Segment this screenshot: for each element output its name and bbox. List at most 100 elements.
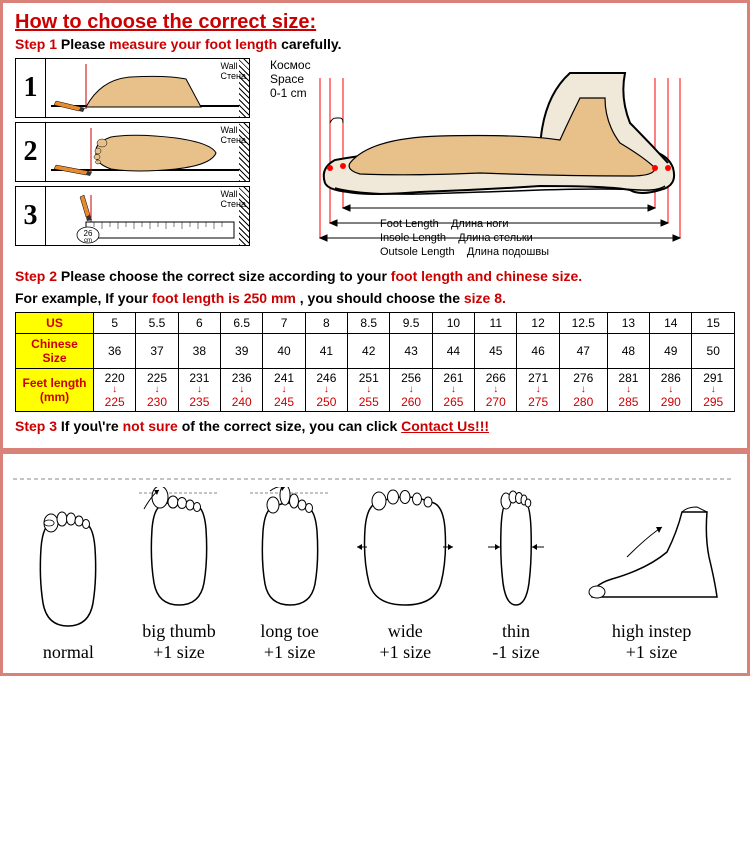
- feet-cell: 241↓245: [263, 369, 305, 412]
- shoe-diagram: Космос Space 0-1 cm: [260, 58, 735, 258]
- insole-length-ru: Длина стельки: [458, 232, 533, 244]
- us-cell: 12: [517, 313, 559, 334]
- cn-cell: 38: [178, 334, 220, 369]
- foot-type-label: normal: [23, 642, 113, 663]
- step1-text-c: carefully.: [277, 36, 341, 52]
- cn-cell: 46: [517, 334, 559, 369]
- foot-types-panel: normalbig thumb+1 sizelong toe+1 sizewid…: [0, 451, 750, 676]
- ruler-unit: cm: [84, 238, 92, 244]
- foot-type-item: thin-1 size: [476, 487, 556, 663]
- us-cell: 9.5: [390, 313, 432, 334]
- size-guide-panel: How to choose the correct size: Step 1 P…: [0, 0, 750, 451]
- foot-type-adj: -1 size: [476, 642, 556, 663]
- step1-text-b: measure your foot length: [109, 36, 277, 52]
- foot-type-label: thin: [476, 621, 556, 642]
- row-header-us: US: [16, 313, 94, 334]
- us-cell: 5: [94, 313, 136, 334]
- foot-top-icon: [46, 123, 241, 182]
- feet-cell: 261↓265: [432, 369, 474, 412]
- step3-text-c: of the correct size, you can click: [178, 418, 401, 434]
- us-cell: 15: [692, 313, 735, 334]
- step2-text-b: foot length and chinese size.: [391, 268, 582, 284]
- foot-type-adj: +1 size: [355, 642, 455, 663]
- foot-type-label: wide: [355, 621, 455, 642]
- feet-cell: 281↓285: [607, 369, 649, 412]
- us-cell: 6.5: [221, 313, 263, 334]
- cn-cell: 50: [692, 334, 735, 369]
- row-header-feet: Feet length (mm): [16, 369, 94, 412]
- cn-cell: 49: [650, 334, 692, 369]
- foot-length-en: Foot Length: [380, 218, 439, 230]
- foot-type-item: high instep+1 size: [577, 497, 727, 663]
- cn-cell: 43: [390, 334, 432, 369]
- main-title: How to choose the correct size:: [15, 11, 735, 34]
- diagram-row: 1 Wall Стена 2: [15, 58, 735, 258]
- feet-cell: 276↓280: [559, 369, 607, 412]
- insole-length-en: Insole Length: [380, 232, 446, 244]
- step-number: 1: [16, 59, 46, 117]
- cn-cell: 42: [348, 334, 390, 369]
- us-cell: 8: [305, 313, 347, 334]
- step-panel-1: 1 Wall Стена: [15, 58, 250, 118]
- cn-cell: 36: [94, 334, 136, 369]
- foot-type-label: long toe: [245, 621, 335, 642]
- measure-steps: 1 Wall Стена 2: [15, 58, 250, 246]
- cn-cell: 40: [263, 334, 305, 369]
- step-number: 2: [16, 123, 46, 181]
- step2-ex-a: For example, If your: [15, 290, 152, 306]
- ruler-val: 26: [84, 229, 93, 238]
- step2-label: Step 2: [15, 268, 57, 284]
- ruler-icon: 26 cm: [46, 187, 241, 246]
- outsole-length-ru: Длина подошвы: [467, 246, 549, 258]
- size-table: US55.566.5788.59.510111212.5131415Chines…: [15, 312, 735, 412]
- foot-type-item: wide+1 size: [355, 487, 455, 663]
- foot-type-item: normal: [23, 508, 113, 663]
- step2-ex-c: , you should choose the: [296, 290, 464, 306]
- row-header-cn: Chinese Size: [16, 334, 94, 369]
- foot-length-ru: Длина ноги: [451, 218, 509, 230]
- cn-cell: 41: [305, 334, 347, 369]
- foot-type-label: big thumb: [134, 621, 224, 642]
- step-body-3: Wall Стена: [46, 187, 249, 245]
- step3-text-b: not sure: [123, 418, 178, 434]
- foot-type-item: long toe+1 size: [245, 487, 335, 663]
- cn-cell: 39: [221, 334, 263, 369]
- feet-cell: 256↓260: [390, 369, 432, 412]
- us-cell: 14: [650, 313, 692, 334]
- step1-text-a: Please: [61, 36, 109, 52]
- step-panel-3: 3 Wall Стена: [15, 186, 250, 246]
- foot-side-icon: [46, 59, 241, 118]
- us-cell: 12.5: [559, 313, 607, 334]
- foot-type-item: big thumb+1 size: [134, 487, 224, 663]
- step3-text-a: If you\'re: [61, 418, 123, 434]
- us-cell: 10: [432, 313, 474, 334]
- step-panel-2: 2 Wall Стена: [15, 122, 250, 182]
- us-cell: 13: [607, 313, 649, 334]
- step2-line1: Step 2 Please choose the correct size ac…: [15, 268, 735, 284]
- foot-type-adj: +1 size: [245, 642, 335, 663]
- cn-cell: 37: [136, 334, 178, 369]
- step3-label: Step 3: [15, 418, 57, 434]
- foot-type-label: high instep: [577, 621, 727, 642]
- step-body-2: Wall Стена: [46, 123, 249, 181]
- foot-type-adj: +1 size: [134, 642, 224, 663]
- step1-label: Step 1: [15, 36, 57, 52]
- us-cell: 8.5: [348, 313, 390, 334]
- contact-link[interactable]: Contact Us!!!: [401, 418, 489, 434]
- feet-cell: 236↓240: [221, 369, 263, 412]
- feet-cell: 231↓235: [178, 369, 220, 412]
- step2-text-a: Please choose the correct size according…: [61, 268, 391, 284]
- length-labels: Foot Length Длина ноги Insole Length Дли…: [380, 216, 549, 258]
- feet-cell: 225↓230: [136, 369, 178, 412]
- us-cell: 5.5: [136, 313, 178, 334]
- step2-line2: For example, If your foot length is 250 …: [15, 290, 735, 306]
- feet-cell: 251↓255: [348, 369, 390, 412]
- us-cell: 11: [475, 313, 517, 334]
- cn-cell: 47: [559, 334, 607, 369]
- foot-type-adj: +1 size: [577, 642, 727, 663]
- step2-ex-d: size 8.: [464, 290, 506, 306]
- foot-types-row: normalbig thumb+1 sizelong toe+1 sizewid…: [13, 487, 737, 663]
- cn-cell: 44: [432, 334, 474, 369]
- feet-cell: 286↓290: [650, 369, 692, 412]
- feet-cell: 266↓270: [475, 369, 517, 412]
